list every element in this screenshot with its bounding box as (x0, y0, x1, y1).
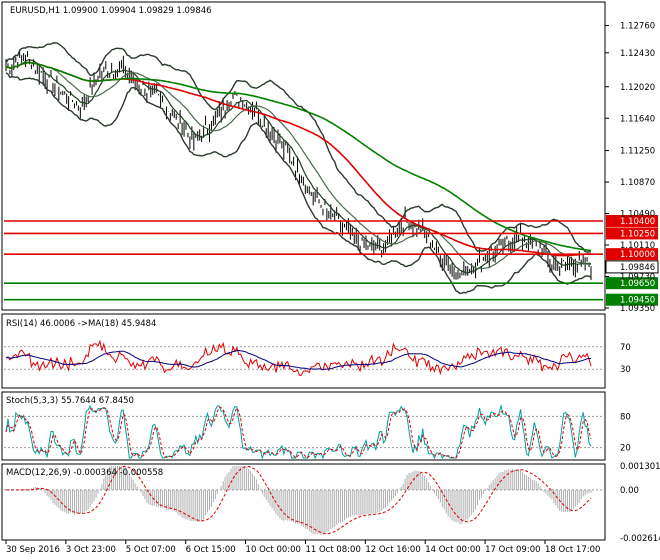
rsi-tick-label: 30 (620, 365, 631, 375)
time-tick-label: 6 Oct 15:00 (186, 545, 236, 555)
current-price-label: 1.09846 (620, 263, 655, 273)
price-tick-label: 1.10110 (620, 241, 655, 251)
time-tick-label: 10 Oct 00:00 (246, 545, 301, 555)
price-tick-label: 1.11640 (620, 114, 655, 124)
macd-signal-line (6, 465, 592, 535)
level-label: 1.10250 (620, 229, 655, 239)
time-axis: 30 Sep 2016 3 Oct 23:00 5 Oct 07:00 6 Oct 1… (5, 540, 600, 555)
stoch-signal-line (5, 406, 592, 459)
fast-ma-line (5, 58, 592, 274)
time-tick-label: 12 Oct 16:00 (365, 545, 420, 555)
price-tick-label: 1.09730 (620, 273, 655, 283)
rsi-line (5, 339, 592, 376)
macd-tick-label: 0.00 (620, 486, 639, 496)
macd-tick-label: 0.001301 (620, 462, 660, 472)
time-tick-label: 17 Oct 09:00 (485, 545, 540, 555)
level-label-box (606, 248, 658, 261)
stoch-tick-label: 80 (620, 412, 631, 422)
time-tick-label: 11 Oct 08:00 (305, 545, 360, 555)
stoch-main-line (5, 404, 592, 460)
stoch-header: Stoch(5,3,3) 55.7644 67.8450 (6, 396, 134, 406)
bollinger-lower-band (5, 72, 592, 295)
level-label: 1.10400 (620, 217, 655, 227)
time-tick-label: 30 Sep 2016 (6, 545, 60, 555)
stoch-tick-label: 20 (620, 444, 631, 454)
level-label: 1.09650 (620, 279, 655, 289)
price-tick-label: 1.12430 (620, 49, 655, 59)
price-tick-label: 1.10490 (620, 210, 655, 220)
stoch-plot-area (4, 404, 603, 460)
macd-tick-label: -0.002614 (620, 534, 660, 544)
macd-header: MACD(12,26,9) -0.000364 -0.000558 (6, 468, 163, 478)
rsi-tick-label: 70 (620, 343, 631, 353)
level-label: 1.09450 (620, 296, 655, 306)
rsi-plot-area (4, 339, 603, 376)
level-label-box (606, 227, 658, 240)
time-tick-label: 18 Oct 17:00 (545, 545, 600, 555)
current-price-box (605, 260, 659, 274)
symbol-header: EURUSD,H1 1.09900 1.09904 1.09829 1.0984… (10, 6, 212, 16)
bollinger-upper-band (5, 42, 592, 253)
price-axis: 1.10400 1.10250 1.10000 1.09650 1.09450 1.127… (605, 21, 660, 544)
stochastic-panel[interactable] (1, 391, 606, 461)
time-tick-label: 5 Oct 07:00 (126, 545, 176, 555)
level-label-box (606, 277, 658, 290)
rsi-ma-line (5, 349, 591, 371)
price-tick-label: 1.11250 (620, 147, 655, 157)
price-tick-label: 1.12760 (620, 21, 655, 31)
time-tick-label: 3 Oct 23:00 (66, 545, 116, 555)
price-tick-label: 1.09350 (620, 304, 655, 314)
main-plot-area (4, 42, 603, 301)
rsi-header: RSI(14) 46.0006 ->MA(18) 45.9484 (6, 319, 156, 329)
mid-band-line (5, 61, 592, 270)
level-label: 1.10000 (620, 250, 655, 260)
level-label-box (606, 293, 658, 306)
price-tick-label: 1.12020 (620, 83, 655, 93)
time-tick-label: 14 Oct 00:00 (425, 545, 480, 555)
price-tick-label: 1.10870 (620, 178, 655, 188)
macd-plot-area (4, 465, 603, 536)
main-price-panel[interactable] (1, 1, 606, 311)
level-label-box (606, 215, 658, 227)
